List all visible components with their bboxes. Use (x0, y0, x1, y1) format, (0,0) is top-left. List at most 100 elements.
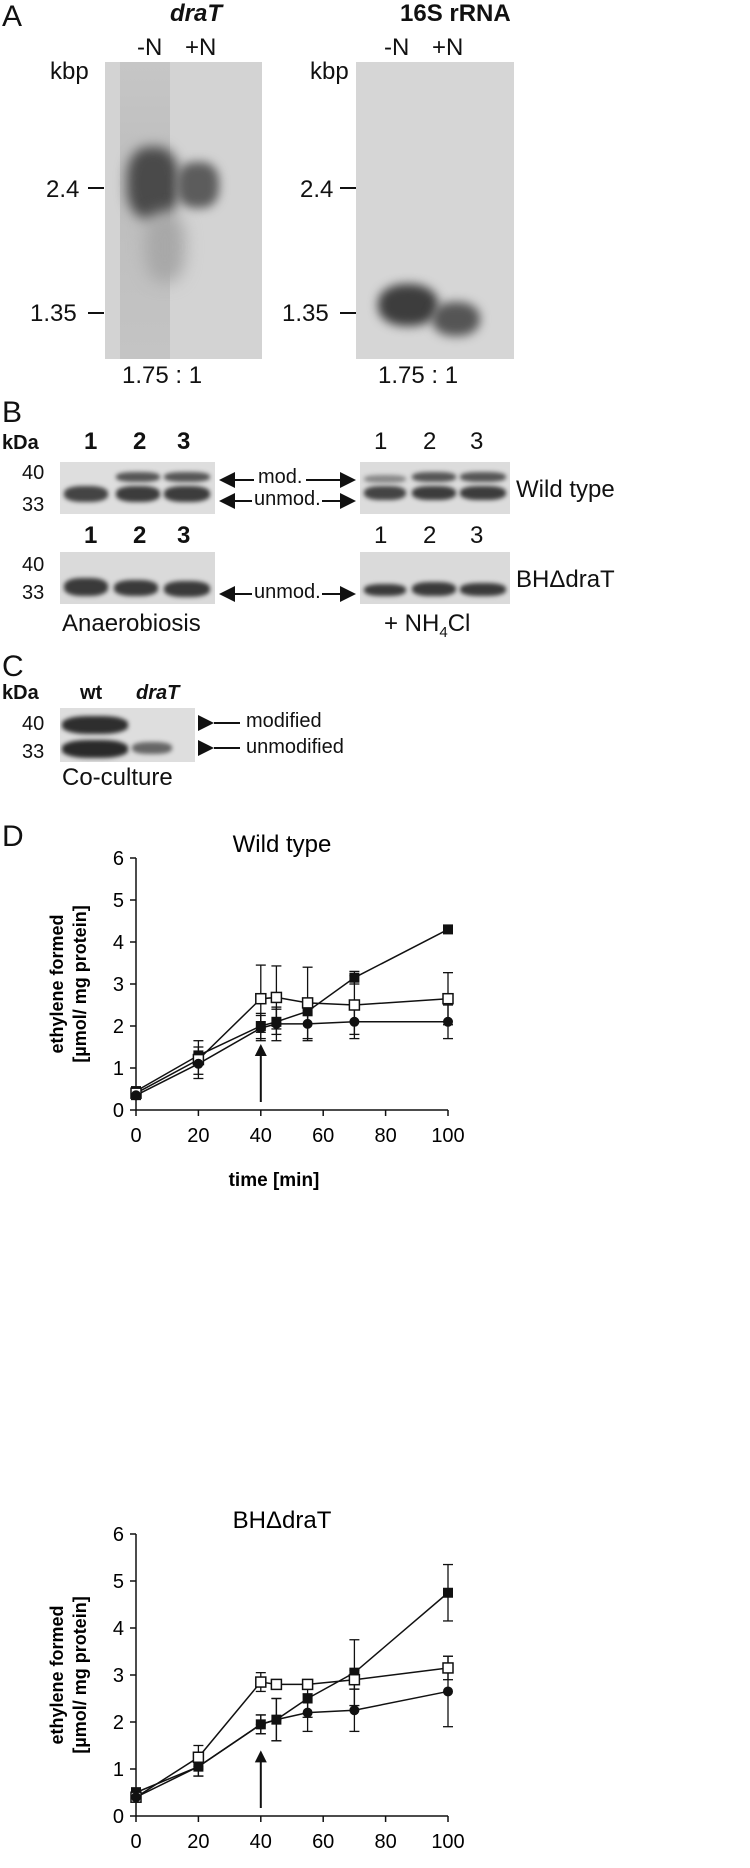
kbp-unit-label: kbp (50, 58, 89, 85)
modified-label: modified (246, 710, 322, 732)
marker-tick (88, 187, 104, 189)
arrowhead-right-icon (198, 715, 214, 731)
condition-anaerobiosis: Anaerobiosis (62, 610, 201, 637)
y-axis-label: ethylene formed (47, 914, 67, 1053)
data-point-filled-square (302, 1693, 313, 1704)
y-tick-label: 4 (113, 932, 124, 954)
x-tick-label: 40 (250, 1125, 272, 1147)
lane-number: 2 (423, 428, 437, 455)
marker-tick (340, 187, 356, 189)
data-point-filled-circle (193, 1761, 204, 1772)
lane-number: 3 (177, 428, 191, 455)
northern-blot-draT (105, 62, 262, 359)
arrowhead-left-icon (219, 472, 235, 488)
data-point-open-square (192, 1751, 205, 1763)
ratio-right: 1.75 : 1 (378, 362, 459, 389)
data-point-filled-circle (131, 1792, 141, 1803)
arrow-line (234, 593, 252, 595)
data-point-open-square (442, 992, 454, 1005)
data-point-open-square (442, 1662, 454, 1674)
16s-rrna-title: 16S rRNA (400, 0, 511, 27)
panel-a-letter: A (2, 0, 23, 33)
lane-number: 2 (423, 522, 437, 549)
western-blot-mut-nh4cl (360, 552, 510, 604)
x-tick-label: 100 (431, 1125, 464, 1147)
addition-arrowhead-icon (254, 1044, 267, 1056)
marker-40: 40 (22, 713, 45, 735)
arrow-line (234, 479, 254, 481)
x-tick-label: 80 (374, 1831, 396, 1853)
marker-40: 40 (22, 554, 45, 576)
data-point-open-square (301, 1678, 314, 1691)
panel-d-letter: D (2, 820, 24, 853)
y-tick-label: 1 (113, 1759, 124, 1781)
x-tick-label: 0 (130, 1125, 141, 1147)
arrow-line (322, 593, 342, 595)
lane-number: 3 (177, 522, 191, 549)
y-tick-label: 1 (113, 1058, 124, 1080)
data-point-open-square (255, 992, 267, 1005)
bh-delta-drat-chart: BHΔdraT0123456020406080100time [min]ethy… (47, 1507, 465, 1853)
ratio-left: 1.75 : 1 (122, 362, 203, 389)
data-point-open-square (255, 1676, 267, 1688)
lane-number: 2 (133, 428, 147, 455)
y-tick-label: 5 (113, 1571, 124, 1593)
northern-blot-16s (356, 62, 514, 359)
y-tick-label: 3 (113, 1665, 124, 1687)
western-blot-wt-nh4cl (360, 462, 510, 514)
y-axis-label: ethylene formed (47, 1605, 67, 1744)
western-blot-coculture (60, 708, 195, 762)
marker-1-35-right: 1.35 (282, 300, 329, 327)
x-tick-label: 0 (130, 1831, 141, 1853)
arrowhead-right-icon (340, 493, 356, 509)
series-line (135, 996, 449, 1094)
kda-unit-label: kDa (2, 682, 39, 704)
data-point-open-square (348, 1673, 361, 1686)
data-point-filled-circle (271, 1714, 282, 1725)
lane-number: 3 (470, 428, 484, 455)
data-point-open-square (301, 997, 314, 1009)
series-line (135, 1667, 449, 1798)
coculture-caption: Co-culture (62, 764, 173, 791)
y-tick-label: 3 (113, 974, 124, 996)
data-point-filled-circle (302, 1018, 313, 1029)
data-point-filled-square (349, 1667, 360, 1678)
arrowhead-right-icon (340, 472, 356, 488)
panel-b-letter: B (2, 396, 23, 429)
data-point-open-square (348, 999, 361, 1011)
unmod-label: unmod. (254, 581, 321, 603)
lane-number: 1 (374, 522, 388, 549)
y-axis-label: [µmol/ mg protein] (70, 905, 90, 1062)
x-tick-label: 40 (250, 1831, 272, 1853)
data-point-filled-circle (349, 1016, 360, 1027)
data-point-filled-circle (255, 1023, 266, 1034)
arrowhead-right-icon (340, 586, 356, 602)
series-line (135, 1021, 448, 1096)
x-tick-label: 100 (431, 1831, 464, 1853)
strain-bh-delta-drat: BHΔdraT (516, 566, 615, 593)
series-line (135, 928, 449, 1092)
arrowhead-right-icon (198, 740, 214, 756)
lane-number: 1 (84, 428, 98, 455)
data-point-filled-square (302, 1006, 313, 1017)
data-point-filled-circle (131, 1090, 141, 1101)
marker-33: 33 (22, 741, 45, 763)
chart-title: BHΔdraT (233, 1507, 332, 1534)
y-tick-label: 4 (113, 1618, 124, 1640)
data-point-filled-circle (255, 1719, 266, 1730)
series-line (135, 1592, 449, 1794)
marker-2-4-left: 2.4 (46, 176, 80, 203)
lane-plus-n: +N (185, 34, 217, 61)
mod-label: mod. (258, 466, 303, 488)
marker-tick (340, 312, 356, 314)
lane-minus-n: -N (384, 34, 410, 61)
arrow-line (306, 479, 344, 481)
x-tick-label: 20 (187, 1125, 209, 1147)
y-tick-label: 2 (113, 1016, 124, 1038)
marker-2-4-right: 2.4 (300, 176, 334, 203)
data-point-filled-square (443, 1587, 453, 1598)
unmodified-label: unmodified (246, 736, 344, 758)
lane-minus-n: -N (137, 34, 163, 61)
